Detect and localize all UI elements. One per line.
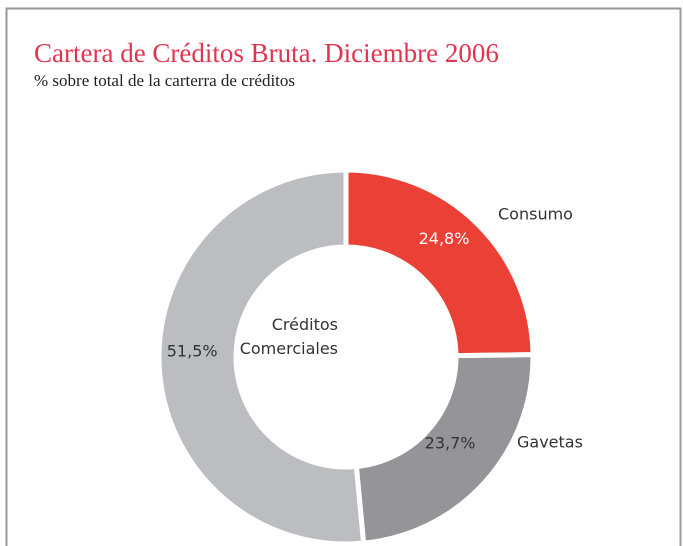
donut-slice: [343, 167, 536, 359]
value-label: 51,5%: [167, 341, 218, 360]
category-label: Gavetas: [517, 433, 583, 452]
donut-slice: [353, 352, 536, 546]
chart-subtitle: % sobre total de la carterra de créditos: [34, 71, 295, 90]
chart-title: Cartera de Créditos Bruta. Diciembre 200…: [34, 38, 499, 68]
category-label: Consumo: [498, 205, 573, 224]
value-label: 23,7%: [425, 433, 476, 452]
value-label: 24,8%: [419, 229, 470, 248]
frame: [5, 7, 682, 546]
category-label: Créditos Comerciales: [240, 315, 338, 358]
donut-slice: [156, 167, 367, 546]
